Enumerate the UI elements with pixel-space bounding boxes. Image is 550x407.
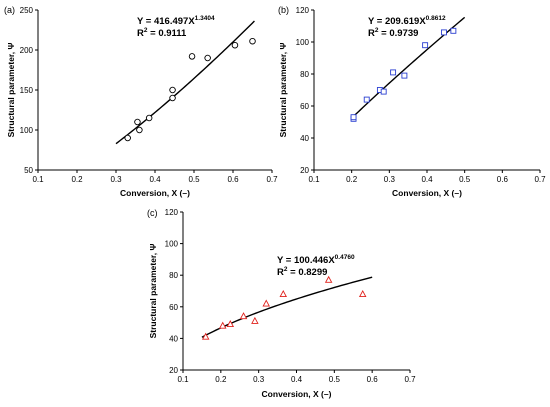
chart-panel-2: (c) 0.1 0.2 0.3 0.4 0.5 0.6 0.7 20 40 60 80 100 120 Co…: [147, 208, 416, 399]
data-point: [441, 29, 447, 36]
y-tick-label: 100: [20, 126, 34, 135]
y-tick-label: 80: [169, 271, 178, 280]
data-point: [145, 114, 153, 122]
y-tick-label: 40: [169, 334, 178, 343]
x-tick-label: 0.7: [534, 175, 546, 184]
y-tick-label: 120: [296, 6, 310, 15]
x-tick-label: 0.3: [110, 175, 122, 184]
y-tick-label: 40: [300, 134, 309, 143]
data-point: [204, 54, 211, 62]
chart-panel-1: (b) 0.1 0.2 0.3 0.4 0.5 0.6 0.7 20 40 60 80 100 120 Co…: [278, 5, 546, 198]
x-tick-label: 0.4: [421, 175, 433, 184]
data-point: [239, 312, 248, 320]
data-point: [358, 290, 367, 298]
y-tick-label: 120: [165, 208, 179, 217]
x-tick-label: 0.6: [227, 175, 239, 184]
data-point: [401, 72, 408, 79]
x-tick-label: 0.6: [497, 175, 509, 184]
x-tick-label: 0.1: [308, 175, 320, 184]
chart-panel-0: (a) 0.1 0.2 0.3 0.4 0.5 0.6 0.7 50 100 150 200 250 Co…: [4, 5, 278, 198]
y-tick-label: 60: [169, 303, 178, 312]
data-point: [450, 27, 457, 34]
y-tick-label: 250: [20, 6, 34, 15]
data-point: [350, 114, 357, 121]
fit-equation: Y = 416.497X1.3404: [137, 15, 215, 27]
r-squared-label: R2 = 0.8299: [277, 266, 327, 278]
data-point: [324, 275, 333, 283]
x-tick-label: 0.3: [253, 375, 265, 384]
y-axis-label: Structural parameter, Ψ: [6, 43, 16, 138]
data-point: [136, 126, 143, 134]
x-tick-label: 0.5: [188, 175, 200, 184]
y-tick-label: 80: [300, 70, 309, 79]
y-tick-label: 20: [169, 366, 178, 375]
x-tick-label: 0.3: [384, 175, 396, 184]
y-tick-label: 50: [24, 166, 33, 175]
data-point: [380, 88, 387, 95]
y-tick-label: 20: [300, 166, 309, 175]
y-tick-label: 100: [296, 38, 310, 47]
x-tick-label: 0.2: [346, 175, 358, 184]
x-tick-label: 0.4: [149, 175, 161, 184]
data-point: [390, 69, 397, 76]
y-tick-label: 60: [300, 102, 309, 111]
r-squared-label: R2 = 0.9111: [137, 27, 187, 39]
x-tick-label: 0.1: [32, 175, 44, 184]
x-tick-label: 0.7: [266, 175, 278, 184]
y-tick-label: 100: [165, 240, 179, 249]
fit-equation: Y = 209.619X0.8612: [368, 15, 446, 27]
y-tick-label: 200: [20, 46, 34, 55]
x-tick-label: 0.5: [459, 175, 471, 184]
x-tick-label: 0.2: [71, 175, 83, 184]
x-axis-label: Conversion, X (–): [120, 188, 190, 198]
y-axis-label: Structural parameter, Ψ: [148, 244, 158, 339]
data-point: [124, 134, 131, 142]
data-point: [251, 316, 259, 324]
data-point: [201, 332, 210, 340]
x-tick-label: 0.4: [291, 375, 303, 384]
x-axis-label: Conversion, X (–): [262, 389, 332, 399]
x-tick-label: 0.1: [177, 375, 189, 384]
x-axis-label: Conversion, X (–): [392, 188, 462, 198]
data-point: [262, 299, 270, 307]
panel-label: (a): [4, 5, 15, 15]
data-point: [231, 41, 239, 49]
x-tick-label: 0.7: [404, 375, 416, 384]
data-point: [279, 290, 288, 298]
x-tick-label: 0.5: [329, 375, 341, 384]
x-tick-label: 0.2: [215, 375, 227, 384]
y-tick-label: 150: [20, 86, 34, 95]
data-point: [218, 321, 227, 329]
r-squared-label: R2 = 0.9739: [368, 27, 418, 39]
panel-label: (b): [278, 5, 289, 15]
data-point: [134, 118, 141, 126]
data-point: [363, 96, 370, 103]
y-axis-label: Structural parameter, Ψ: [278, 43, 288, 138]
data-point: [249, 37, 256, 45]
fit-curve: [201, 276, 373, 338]
data-point: [422, 42, 429, 49]
fit-curve: [115, 20, 255, 145]
data-point: [169, 94, 176, 102]
fit-equation: Y = 100.446X0.4760: [277, 254, 355, 266]
data-point: [226, 320, 235, 328]
data-point: [169, 86, 176, 94]
data-point: [188, 53, 196, 60]
x-tick-label: 0.6: [367, 375, 379, 384]
panel-label: (c): [147, 208, 158, 218]
